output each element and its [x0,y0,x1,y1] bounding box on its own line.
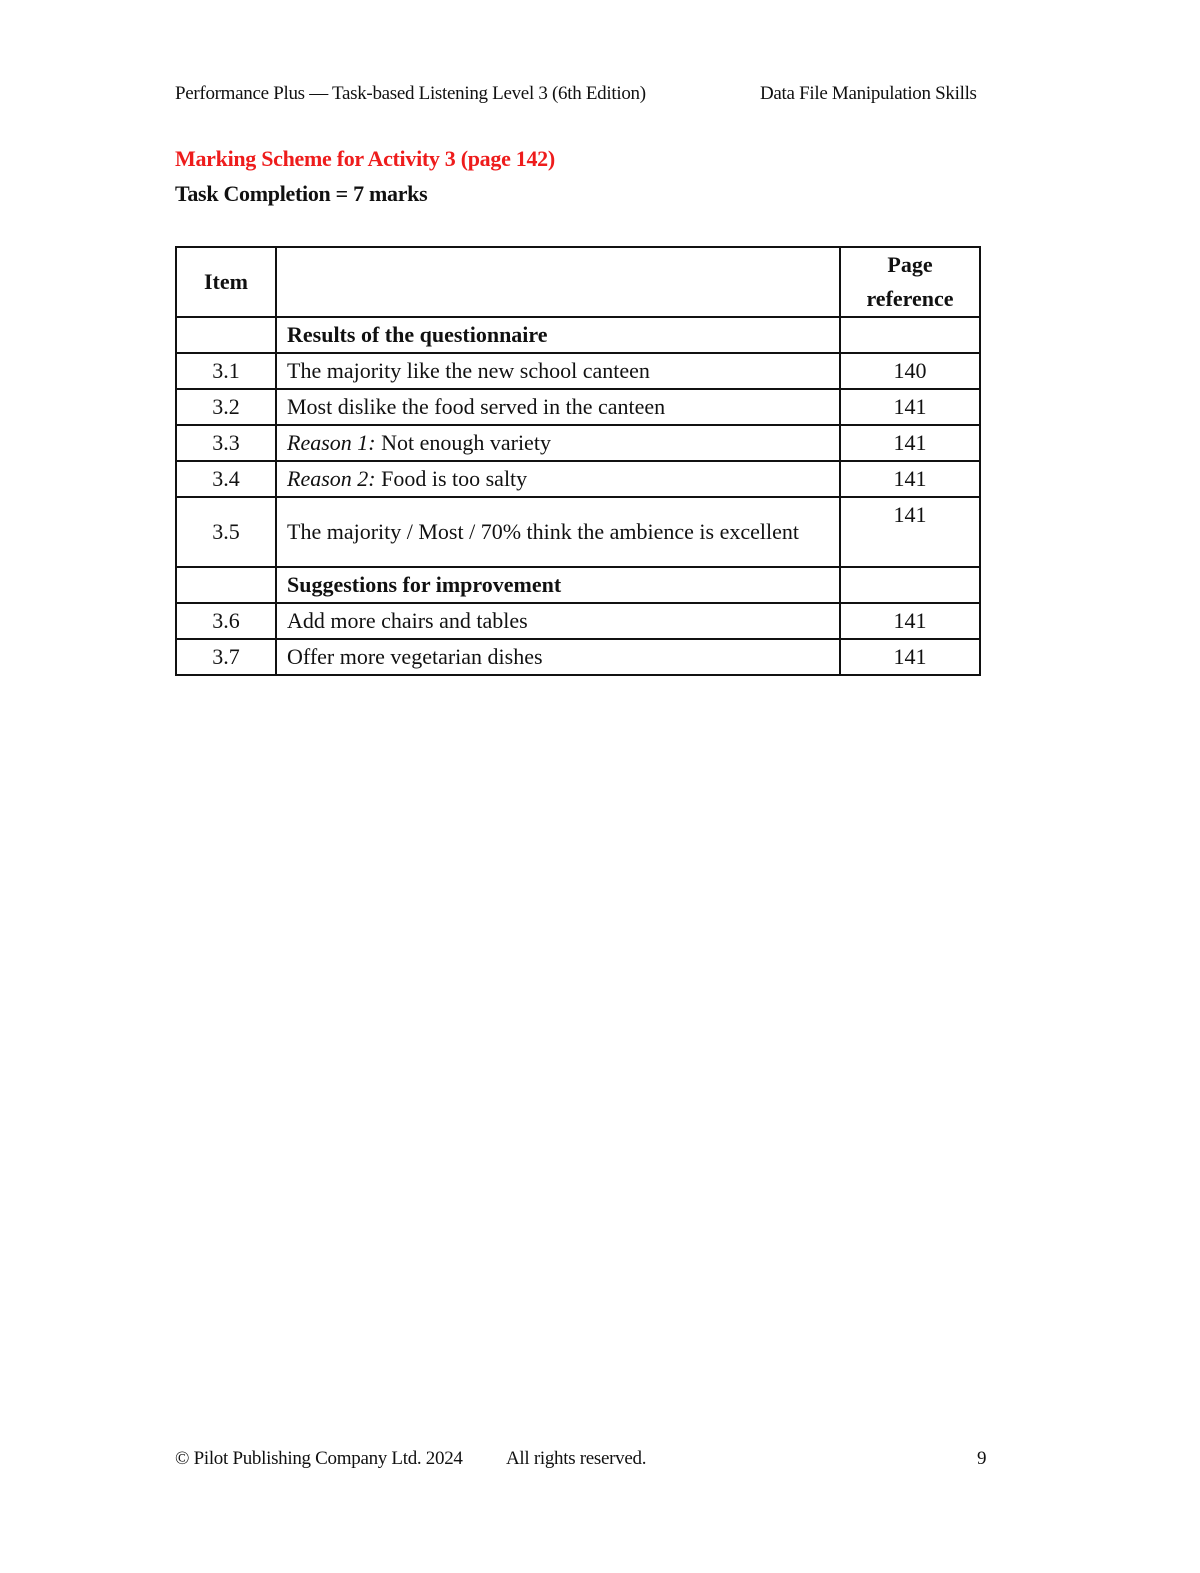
item-number: 3.7 [175,638,277,676]
answer-text: The majority like the new school canteen [275,352,841,390]
answer-text: Results of the questionnaire [275,316,841,354]
page-reference: 141 [839,638,981,676]
answer-content: Food is too salty [375,466,528,491]
answer-text: Offer more vegetarian dishes [275,638,841,676]
table-row: 3.2 Most dislike the food served in the c… [175,388,981,426]
reason-label: Reason 2: [287,466,376,491]
answer-text: Suggestions for improvement [275,566,841,604]
page-reference: 141 [839,602,981,640]
answer-text: Most dislike the food served in the cant… [275,388,841,426]
table-row: 3.4 Reason 2: Food is too salty 141 [175,460,981,498]
reason-label: Reason 1: [287,430,376,455]
answer-text: The majority / Most / 70% think the ambi… [275,496,841,568]
item-number: 3.3 [175,424,277,462]
item-number: 3.2 [175,388,277,426]
page-title: Marking Scheme for Activity 3 (page 142) [175,146,555,171]
footer-rights: All rights reserved. [506,1448,647,1469]
answer-content: Suggestions for improvement [287,572,562,597]
table-row: 3.6 Add more chairs and tables 141 [175,602,981,640]
page-reference [839,566,981,604]
table-row: 3.7 Offer more vegetarian dishes 141 [175,638,981,676]
item-number [175,566,277,604]
answer-content: Offer more vegetarian dishes [287,644,543,669]
running-header-title: Performance Plus — Task-based Listening … [175,83,646,104]
page-reference: 140 [839,352,981,390]
page-reference: 141 [839,388,981,426]
answer-content: Add more chairs and tables [287,608,528,633]
item-number: 3.1 [175,352,277,390]
answer-content: The majority like the new school canteen [287,358,650,383]
page-reference: 141 [839,496,981,568]
task-completion-marks: Task Completion = 7 marks [175,181,428,206]
item-number: 3.6 [175,602,277,640]
table-row: 3.3 Reason 1: Not enough variety 141 [175,424,981,462]
answer-text: Add more chairs and tables [275,602,841,640]
item-number: 3.5 [175,496,277,568]
table-section-row: Results of the questionnaire [175,316,981,354]
column-header-item: Item [175,246,277,318]
column-header-page-reference: Page reference [839,246,981,318]
answer-content: Results of the questionnaire [287,322,548,347]
answer-content: The majority / Most / 70% think the ambi… [287,519,799,544]
page-reference [839,316,981,354]
item-number: 3.4 [175,460,277,498]
running-header-section: Data File Manipulation Skills [760,83,977,104]
answer-content: Not enough variety [375,430,551,455]
marking-scheme-table: Item Page reference Results of the quest… [175,246,981,676]
footer-copyright: © Pilot Publishing Company Ltd. 2024 [175,1448,463,1469]
table-header-row: Item Page reference [175,246,981,318]
table-row: 3.5 The majority / Most / 70% think the a… [175,496,981,568]
page-number: 9 [977,1448,987,1469]
table-section-row: Suggestions for improvement [175,566,981,604]
answer-content: Most dislike the food served in the cant… [287,394,666,419]
answer-text: Reason 2: Food is too salty [275,460,841,498]
answer-text: Reason 1: Not enough variety [275,424,841,462]
item-number [175,316,277,354]
column-header-description [275,246,841,318]
page-reference: 141 [839,460,981,498]
table-row: 3.1 The majority like the new school cant… [175,352,981,390]
page-reference: 141 [839,424,981,462]
